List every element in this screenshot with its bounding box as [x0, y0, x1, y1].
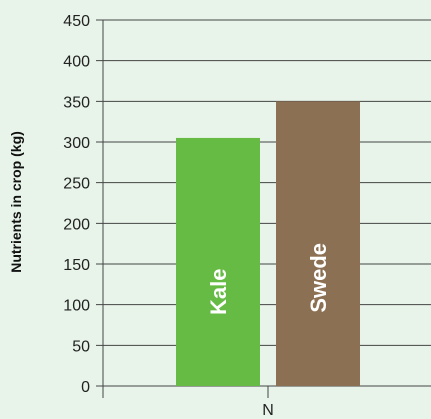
y-tick-label-150: 150 [63, 257, 90, 274]
y-tick-label-350: 350 [63, 94, 90, 111]
bar-kale [176, 137, 260, 386]
y-tick-label-450: 450 [63, 13, 90, 30]
y-tick-label-250: 250 [63, 176, 90, 193]
y-tick-label-300: 300 [63, 135, 90, 152]
bars: Kale Swede [176, 101, 360, 386]
y-tick-label-0: 0 [81, 379, 90, 396]
bar-label-swede: Swede [306, 243, 331, 313]
grid-lines [96, 19, 431, 387]
bar-swede [276, 101, 360, 386]
y-axis-title: Nutrients in crop (kg) [8, 131, 24, 273]
y-tick-label-400: 400 [63, 54, 90, 71]
y-tick-labels: 0 50 100 150 200 250 300 350 400 450 [63, 13, 90, 396]
y-tick-label-100: 100 [63, 298, 90, 315]
y-tick-label-50: 50 [72, 338, 90, 355]
bar-label-kale: Kale [206, 268, 231, 314]
x-category-label: N [262, 402, 274, 419]
y-tick-label-200: 200 [63, 216, 90, 233]
axes [102, 20, 269, 398]
